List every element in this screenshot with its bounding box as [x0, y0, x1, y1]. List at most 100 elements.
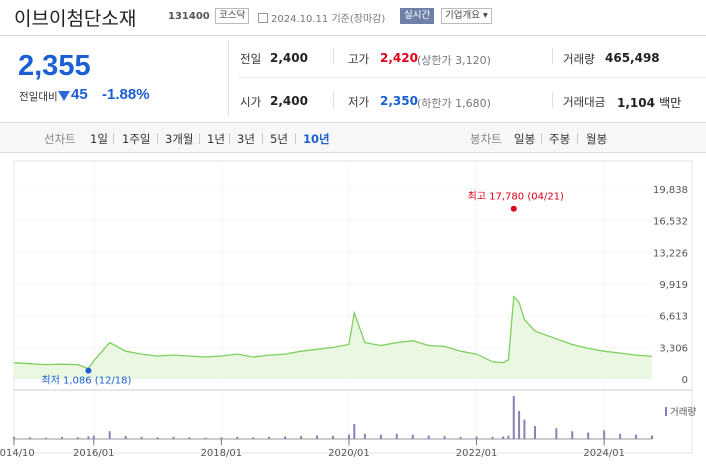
open-label: 시가 [240, 95, 262, 109]
y-tick-label: 6,613 [659, 312, 688, 323]
volume-bar [316, 435, 319, 439]
volume-bar [502, 436, 505, 439]
line-chart-label: 선차트 [44, 132, 76, 146]
volume-bar [300, 435, 303, 439]
y-tick-label: 0 [682, 375, 688, 386]
period-1w[interactable]: 1주일 [122, 132, 151, 146]
volume-label: 거래량 [563, 52, 595, 66]
volume-bar [459, 436, 462, 439]
amount-value: 1,104 백만 [617, 96, 682, 110]
min-label: 최저 1,086 (12/18) [41, 375, 131, 387]
divider [333, 48, 334, 64]
volume-bar [284, 436, 287, 439]
divider [228, 40, 229, 116]
y-tick-label: 19,838 [653, 185, 688, 196]
volume-legend-label: 거래량 [670, 406, 696, 418]
down-arrow-icon [58, 91, 70, 101]
volume-bar [87, 436, 90, 439]
low-label: 저가 [348, 95, 370, 109]
period-3y[interactable]: 3년 [237, 132, 255, 146]
volume-bar [76, 437, 79, 439]
open-value: 2,400 [270, 94, 308, 108]
chart-frame [13, 160, 693, 454]
y-tick-label: 16,532 [653, 217, 688, 228]
period-3m[interactable]: 3개월 [165, 132, 194, 146]
header-divider [0, 35, 706, 36]
low-value: 2,350 [380, 94, 418, 108]
volume-bar [619, 433, 622, 439]
company-overview-button[interactable]: 기업개요 ▾ [441, 8, 492, 24]
amount-label: 거래대금 [563, 95, 606, 109]
volume-value: 465,498 [605, 51, 660, 65]
volume-bar [603, 430, 606, 439]
price-chart: 19,838 16,532 13,226 9,919 6,613 3,306 0 2014/1… [0, 160, 696, 459]
volume-bar [140, 436, 143, 439]
volume-bar [363, 433, 366, 439]
volume-bar [124, 435, 127, 439]
volume-bar [571, 431, 574, 439]
volume-bar [491, 436, 494, 439]
volume-bar [379, 434, 382, 439]
volume-bar [252, 437, 255, 439]
date-value: 2024.10.11 [271, 14, 329, 25]
volume-bar [332, 435, 334, 439]
volume-bar [523, 419, 526, 439]
volume-bar [156, 437, 159, 439]
volume-bar [443, 435, 446, 439]
volume-bar [347, 434, 350, 439]
max-point [510, 205, 517, 212]
prev-close-label: 전일 [240, 52, 262, 66]
stock-code: 131400 [168, 11, 210, 22]
volume-bar [395, 433, 398, 439]
volume-bar [518, 411, 521, 439]
x-tick-label: 2016/01 [73, 448, 115, 459]
price-area [14, 296, 652, 379]
divider [333, 92, 334, 108]
period-1d[interactable]: 1일 [90, 132, 108, 146]
volume-legend-swatch [665, 407, 667, 416]
volume-bar [188, 437, 191, 439]
realtime-button[interactable]: 실시간 [400, 8, 435, 24]
volume-bar [411, 434, 414, 439]
volume-bar [635, 434, 638, 439]
volume-bar [512, 396, 515, 439]
stats-divider [238, 77, 706, 78]
volume-bar [13, 436, 15, 439]
period-10y[interactable]: 10년 [303, 132, 330, 146]
candle-monthly[interactable]: 월봉 [586, 132, 608, 146]
volume-bar [555, 428, 558, 439]
stock-header: 이브이첨단소재 131400 코스닥 2024.10.11 기준(장마감) 실시… [0, 0, 706, 34]
prev-close-value: 2,400 [270, 51, 308, 65]
high-value: 2,420 [380, 51, 418, 65]
lower-limit: (하한가 1,680) [417, 97, 491, 110]
quote-date: 2024.10.11 기준(장마감) [258, 10, 385, 25]
high-label: 고가 [348, 52, 370, 66]
volume-bar [236, 436, 239, 439]
current-price: 2,355 [18, 50, 91, 82]
price-change-pct: -1.88% [102, 86, 150, 103]
period-5y[interactable]: 5년 [270, 132, 288, 146]
volume-bar [353, 423, 356, 439]
upper-limit: (상한가 3,120) [417, 54, 491, 67]
volume-bar [60, 436, 63, 439]
candle-daily[interactable]: 일봉 [514, 132, 536, 146]
volume-bar [651, 435, 653, 439]
calendar-icon [258, 13, 268, 23]
x-tick-label: 2018/01 [201, 448, 243, 459]
x-tick-label: 2014/10 [0, 448, 35, 459]
candle-chart-label: 봉차트 [470, 132, 502, 146]
volume-bar [28, 437, 31, 439]
volume-bar [108, 431, 111, 439]
period-1y[interactable]: 1년 [207, 132, 225, 146]
market-badge: 코스닥 [215, 8, 250, 24]
volume-bar [44, 437, 47, 439]
y-tick-label: 13,226 [653, 248, 688, 259]
chart-toolbar: 선차트 1일 1주일 3개월 1년 3년 5년 10년 봉차트 일봉 주봉 월봉 [0, 122, 706, 153]
max-label: 최고 17,780 (04/21) [468, 191, 564, 203]
volume-bar [534, 426, 537, 439]
candle-weekly[interactable]: 주봉 [549, 132, 571, 146]
volume-bar [427, 435, 430, 439]
divider [552, 48, 553, 64]
volume-bar [268, 436, 271, 439]
stock-name: 이브이첨단소재 [14, 8, 137, 30]
